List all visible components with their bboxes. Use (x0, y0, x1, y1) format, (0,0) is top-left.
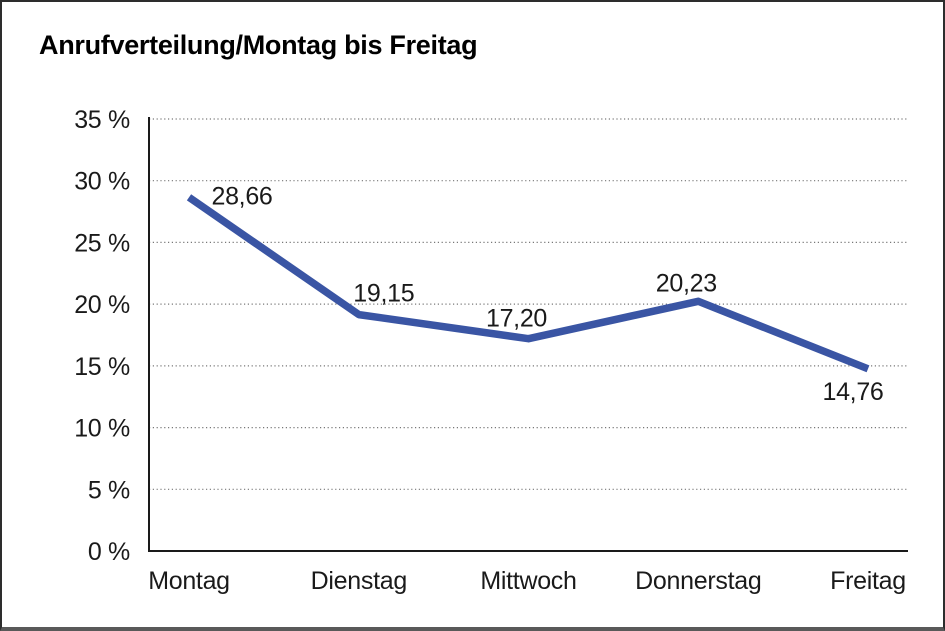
y-tick-label: 15 % (74, 353, 130, 381)
y-tick-label: 5 % (88, 476, 130, 504)
point-label: 19,15 (353, 280, 414, 308)
y-tick-label: 20 % (74, 291, 130, 319)
x-tick-label: Donnerstag (635, 567, 761, 595)
point-label: 17,20 (486, 305, 547, 333)
x-tick-label: Dienstag (311, 567, 407, 595)
y-tick-label: 30 % (74, 168, 130, 196)
x-tick-label: Mittwoch (480, 567, 576, 595)
y-tick-label: 35 % (74, 106, 130, 134)
point-label: 14,76 (822, 378, 883, 406)
chart-title: Anrufverteilung/Montag bis Freitag (39, 30, 478, 60)
y-tick-label: 25 % (74, 229, 130, 257)
point-label: 20,23 (656, 269, 717, 297)
x-tick-label: Freitag (830, 567, 906, 595)
x-tick-label: Montag (148, 567, 230, 595)
data-line (186, 194, 870, 373)
y-tick-label: 10 % (74, 415, 130, 443)
y-tick-label: 0 % (88, 538, 130, 566)
point-label: 28,66 (211, 182, 272, 210)
